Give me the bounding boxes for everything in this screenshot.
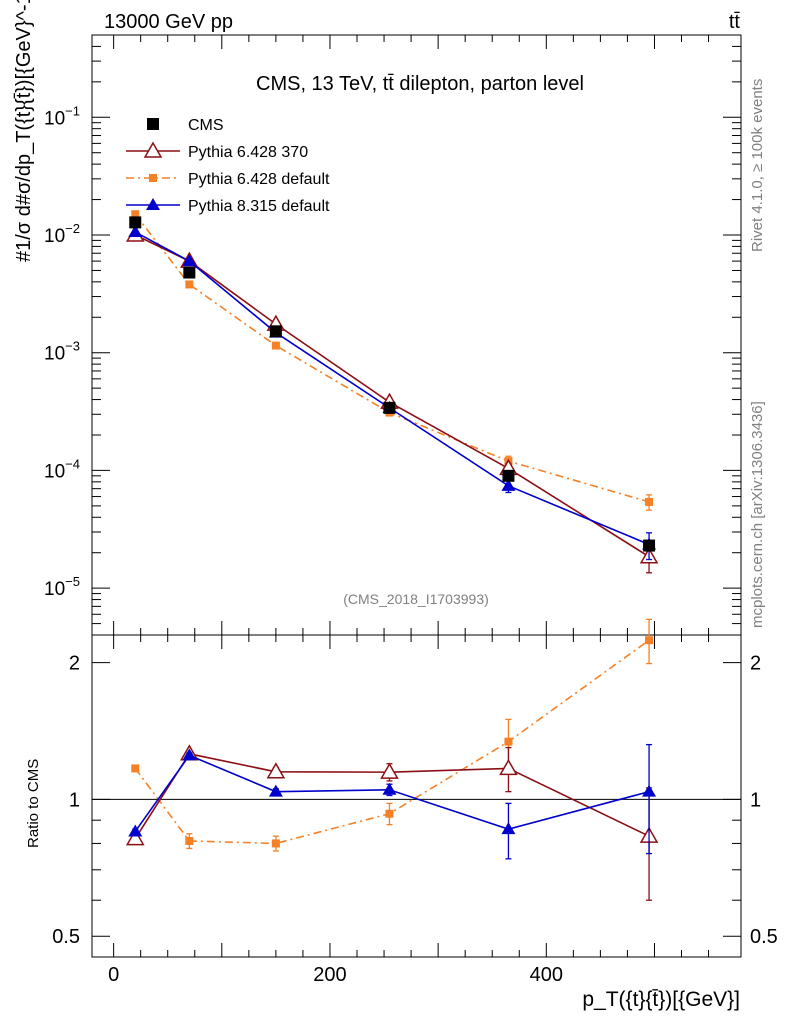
main-y-tick-label: 10−4 [44, 456, 80, 482]
data-point [502, 469, 515, 482]
ratio-y-tick-label-right: 1 [750, 789, 761, 811]
data-point [182, 748, 197, 761]
data-point [147, 118, 159, 130]
main-title: CMS, 13 TeV, tt̄ dilepton, parton level [256, 73, 584, 95]
data-point [269, 325, 282, 338]
legend-label: CMS [188, 117, 224, 134]
main-plot-series [125, 210, 659, 574]
ratio-plot-series [125, 618, 659, 901]
series-line [134, 213, 650, 503]
legend-label: Pythia 6.428 370 [188, 144, 308, 161]
data-point [149, 174, 157, 182]
ratio-axis-ticks: 0.5 0.5 1 1 2 2 0 200 400 [52, 635, 778, 986]
x-axis-label: p_T({t}{t̄})[{GeV}] [582, 988, 740, 1011]
data-point [380, 762, 399, 779]
data-point [182, 254, 197, 267]
data-point [183, 266, 196, 279]
ratio-y-tick-label-right: 0.5 [750, 926, 778, 948]
data-point [128, 824, 143, 837]
main-y-tick-label: 10−5 [44, 574, 80, 600]
series-line [134, 752, 650, 839]
ratio-y-tick-label-right: 2 [750, 653, 761, 675]
data-point [501, 478, 516, 491]
ratio-y-tick-label: 0.5 [52, 926, 80, 948]
x-tick-label: 200 [313, 964, 346, 986]
data-point [268, 784, 283, 797]
series-pythia-6-428-default [131, 210, 654, 511]
legend-item: Pythia 6.428 default [126, 171, 330, 188]
legend-item: CMS [147, 117, 224, 134]
data-point [125, 829, 145, 846]
data-point [385, 809, 394, 818]
series-line [134, 231, 650, 546]
data-point [271, 839, 280, 848]
series-line [134, 234, 650, 558]
data-point [645, 497, 654, 506]
data-point [146, 198, 160, 210]
ratio-y-axis-label: Ratio to CMS [25, 759, 42, 848]
main-y-tick-label: 10−2 [44, 221, 80, 247]
legend-item: Pythia 6.428 370 [126, 141, 308, 161]
data-point [382, 782, 397, 795]
series-pythia-6-428-default-ratio [131, 618, 654, 852]
ratio-y-tick-label: 2 [69, 653, 80, 675]
main-axis-ticks: 10−5 10−4 10−3 10−2 10−1 [44, 34, 741, 636]
x-tick-label: 0 [108, 964, 119, 986]
data-point [499, 758, 518, 776]
header-right: tt̄ [729, 11, 741, 33]
series-pythia-6-428-370 [125, 225, 659, 574]
data-point [645, 636, 654, 645]
data-point [504, 737, 513, 746]
legend-label: Pythia 8.315 default [188, 198, 330, 215]
series-line [134, 639, 650, 845]
data-point [131, 210, 140, 219]
data-point [131, 764, 140, 773]
series-pythia-8-315-default [128, 225, 657, 561]
main-y-tick-label: 10−1 [44, 103, 80, 129]
rivet-label: Rivet 4.1.0, ≥ 100k events [749, 79, 766, 252]
mcplots-label: mcplots.cern.ch [arXiv:1306.3436] [749, 401, 766, 628]
main-y-axis-label: #1/σ d#σ/dp_T({t}{t̄})[{GeV}^-1] [13, 0, 35, 262]
data-point [643, 539, 656, 552]
analysis-tag: (CMS_2018_I1703993) [343, 591, 489, 607]
x-tick-label: 400 [530, 964, 563, 986]
main-y-tick-label: 10−3 [44, 339, 80, 365]
data-point [143, 141, 163, 158]
series-pythia-8-315-default-ratio [128, 743, 657, 860]
data-point [266, 762, 286, 779]
legend-label: Pythia 6.428 default [188, 171, 330, 188]
ratio-y-tick-label: 1 [69, 789, 80, 811]
data-point [129, 216, 142, 229]
data-point [185, 280, 194, 289]
ratio-plot-frame [91, 634, 742, 958]
data-point [128, 225, 143, 238]
header-left: 13000 GeV pp [104, 11, 233, 33]
data-point [642, 784, 657, 797]
data-point [185, 836, 194, 845]
series-cms [129, 216, 656, 552]
data-point [501, 822, 516, 835]
legend-item: Pythia 8.315 default [126, 198, 330, 215]
series-line [134, 754, 650, 832]
data-point [271, 341, 280, 350]
legend: CMS Pythia 6.428 370 Pythia 6.428 default P… [126, 117, 330, 215]
data-point [383, 401, 396, 414]
series-pythia-6-428-370-ratio [125, 744, 659, 901]
